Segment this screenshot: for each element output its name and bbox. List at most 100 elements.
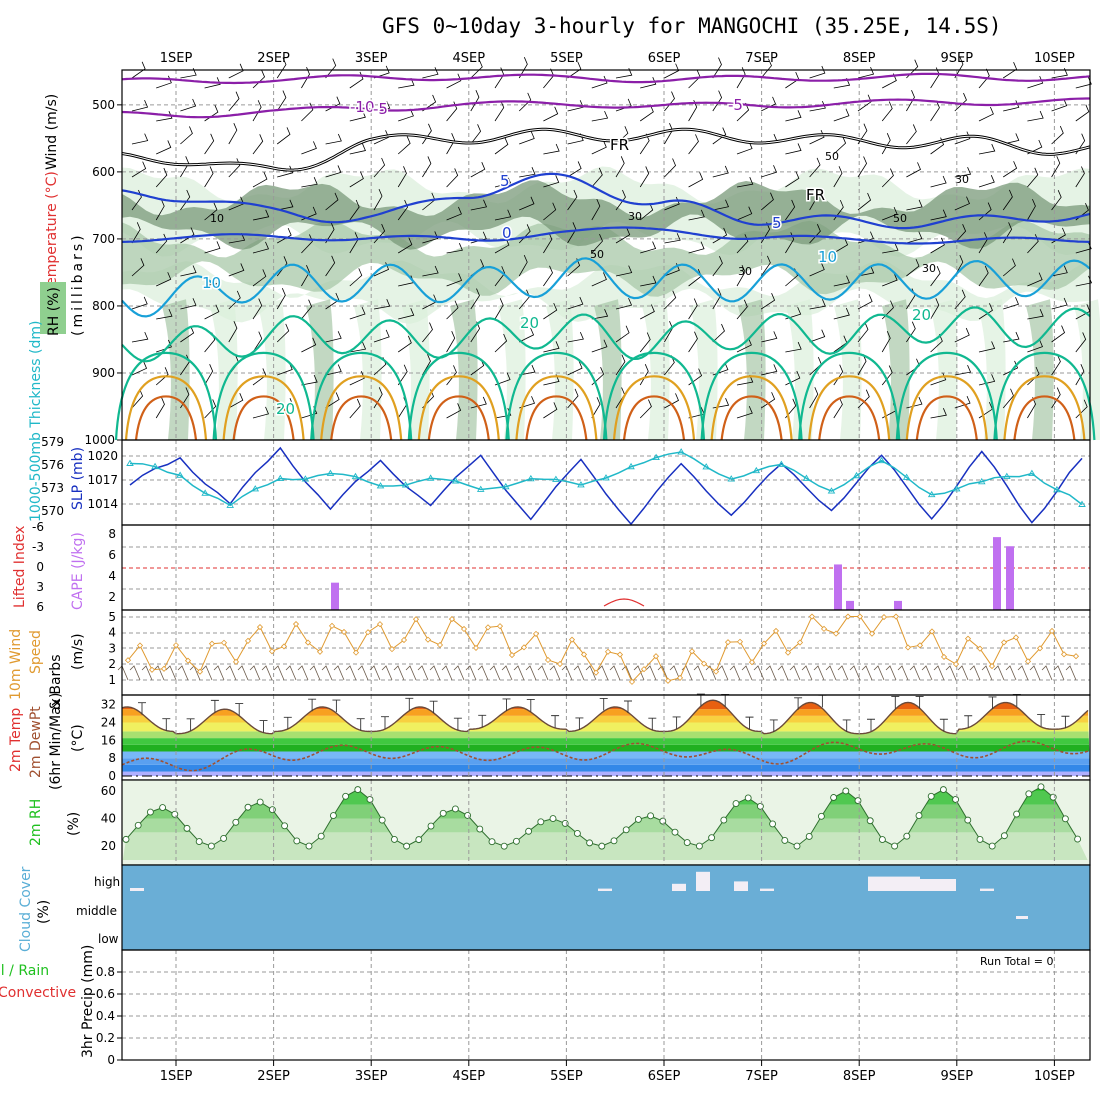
wind10-marker [796, 639, 804, 646]
surface-isotherm-arch [1003, 375, 1086, 441]
wind-barb [470, 90, 480, 112]
wind-barb [591, 397, 601, 419]
thickness-marker [977, 477, 986, 485]
wind-barb [567, 360, 583, 376]
wind-barb [930, 175, 947, 188]
wind-barb [930, 372, 947, 386]
wind-barb [1075, 364, 1085, 386]
rh2m-marker [390, 835, 398, 843]
wind10-marker [892, 613, 900, 620]
rh-column [930, 299, 958, 440]
wind-barb [180, 298, 197, 310]
rh2m-marker [610, 837, 618, 845]
wind10-barb [369, 665, 381, 681]
wind-barb [954, 224, 967, 244]
wind10-barb [273, 665, 285, 681]
wind10-marker [268, 648, 276, 655]
wind10-marker [460, 625, 468, 633]
temperature-errorbar [210, 699, 219, 713]
wind-barb [930, 298, 940, 320]
wind-barb [978, 143, 996, 155]
precip-axis-label: 3hr Precip (mm) [80, 945, 96, 1058]
wind-barb [204, 166, 214, 188]
wind-barb [446, 365, 457, 386]
wind-barb [422, 322, 433, 343]
rh2m-marker [903, 832, 911, 840]
temperature-errorbar [648, 717, 657, 731]
wind-barb [519, 396, 536, 409]
wind-barb [180, 265, 197, 277]
wind-barb [422, 265, 439, 277]
temp2m-units: (°C) [70, 724, 86, 752]
wind-barb [204, 304, 220, 320]
upper-rh-label: RH (%) [46, 287, 62, 336]
rh2m-marker [183, 824, 191, 832]
cloud-background [122, 865, 1090, 950]
wind10-barb [1065, 665, 1077, 681]
surface-isotherm-arch [905, 375, 988, 441]
wind-barb [543, 232, 553, 254]
rh2m-marker [817, 812, 825, 820]
wind10-barb [297, 665, 309, 681]
rh2m-marker [171, 810, 179, 818]
wind-barb [978, 303, 993, 320]
lifted-index-tick: 0 [36, 560, 44, 574]
wind10-barb [873, 665, 885, 681]
rh2m-marker [647, 812, 655, 820]
temperature-errorbar [502, 698, 511, 711]
wind-barb [736, 337, 752, 353]
precip-tick: 0.6 [96, 987, 115, 1001]
wind-barb [833, 275, 851, 287]
rh2m-marker [842, 787, 850, 795]
wind10-barb [441, 665, 453, 681]
temperature-band [122, 715, 1090, 723]
wind-barb [252, 69, 266, 89]
rh-column [402, 299, 430, 440]
temperature-errorbar [283, 716, 292, 730]
wind-barb [906, 162, 921, 178]
isotherm-label: FR [806, 186, 825, 204]
wind-barb [494, 372, 511, 386]
wind-barb [712, 127, 727, 145]
wind-barb [664, 158, 677, 178]
wind-barb [518, 224, 531, 244]
temperature-errorbar [429, 700, 438, 714]
wind-barb [470, 396, 487, 409]
surface-isotherm-arch [818, 395, 881, 441]
wind10-marker [640, 666, 648, 673]
wind10-barb [549, 665, 561, 681]
rh2m-marker [415, 836, 423, 844]
wind-barb [809, 299, 826, 310]
wind-barb [276, 90, 287, 112]
wind-barb [688, 134, 699, 155]
wind-barb [373, 329, 390, 343]
wind-barb [639, 332, 651, 353]
wind-barb [1003, 297, 1020, 310]
thickness-marker [351, 472, 360, 480]
rh2m-marker [1000, 832, 1008, 840]
wind-barb [857, 294, 873, 310]
wind10-marker [316, 648, 324, 655]
wind-barb [1051, 387, 1061, 409]
wind-barb [131, 296, 148, 310]
surface-isotherm-arch [602, 351, 706, 441]
wind10-marker [748, 659, 756, 666]
wind-barb [470, 288, 480, 310]
wind10-marker [712, 668, 720, 675]
rh-column [690, 299, 718, 440]
wind10-barb [909, 665, 921, 681]
surface-isotherm-arch [114, 351, 218, 441]
wind10-barb [165, 665, 177, 681]
wind10-barb [1017, 665, 1029, 681]
wind10-barb [621, 665, 633, 681]
wind-barb [156, 339, 172, 353]
wind-barb [640, 241, 657, 254]
wind10-barb [249, 665, 261, 681]
wind-barb [131, 258, 145, 277]
wind-barb [155, 367, 169, 386]
thickness-marker [501, 482, 510, 490]
wind-barb [156, 308, 173, 320]
wind-barb [809, 129, 825, 145]
wind-barb [131, 331, 149, 343]
wind-barb [155, 167, 168, 188]
